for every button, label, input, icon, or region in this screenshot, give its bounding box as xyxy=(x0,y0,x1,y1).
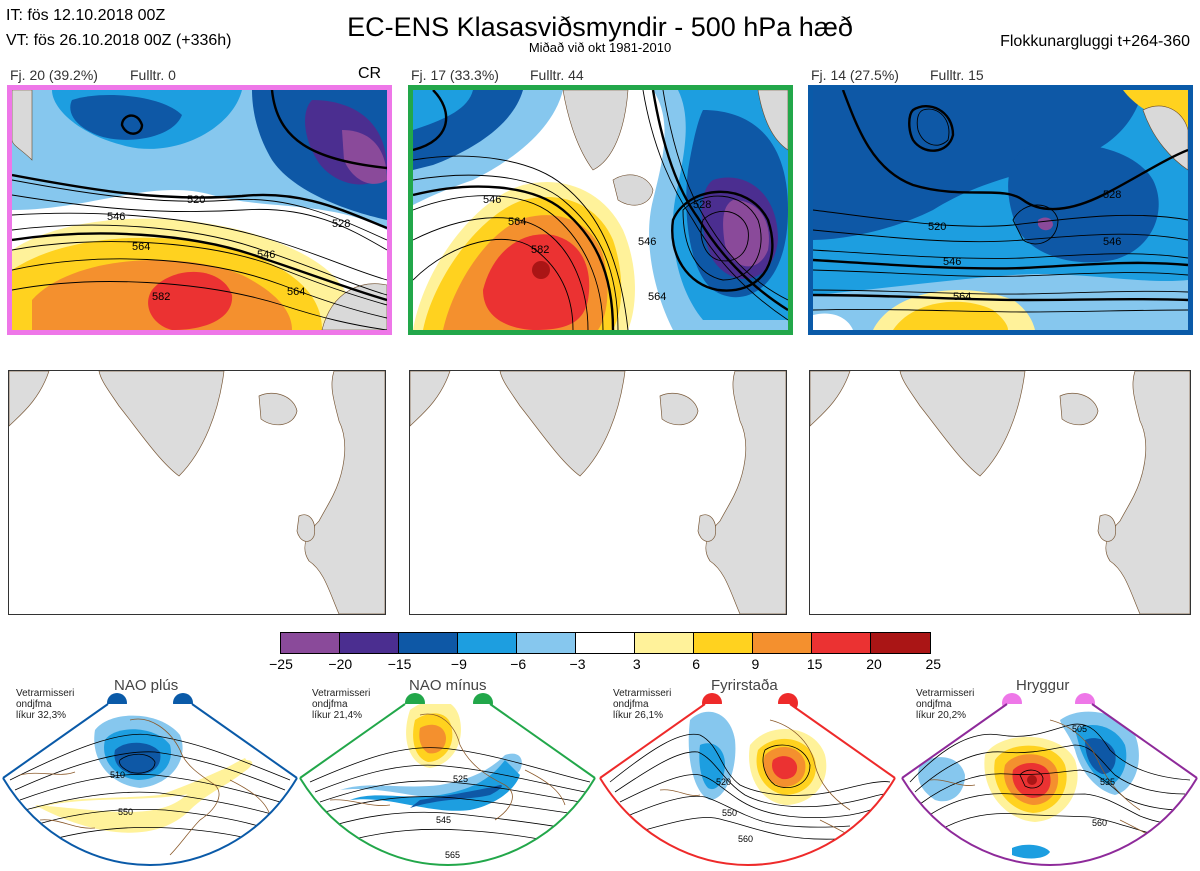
contour-label: 528 xyxy=(332,218,350,230)
cluster-1-count: Fulltr. 0 xyxy=(130,67,176,83)
contour-label: 564 xyxy=(648,291,666,303)
regime-4-title: Hryggur xyxy=(1016,677,1070,694)
contour-label: 535 xyxy=(1100,777,1115,787)
regime-2-note: Vetrarmisseri ondjfma líkur 21,4% xyxy=(312,688,371,721)
contour-label: 528 xyxy=(693,199,711,211)
valid-time: VT: fös 26.10.2018 00Z (+336h) xyxy=(6,32,232,49)
land-outline xyxy=(410,371,786,614)
contour-label: 520 xyxy=(187,194,205,206)
contour-label: 550 xyxy=(118,807,133,817)
regime-2-map: 525 545 565 xyxy=(299,703,596,867)
contour-label: 546 xyxy=(257,249,275,261)
contour-label: 564 xyxy=(132,241,150,253)
colorbar xyxy=(280,632,931,654)
contour-label: 560 xyxy=(1092,818,1107,828)
colorbar-swatch xyxy=(458,633,517,653)
contour-label: 546 xyxy=(638,236,656,248)
contour-label: 546 xyxy=(1103,236,1121,248)
regime-1-title: NAO plús xyxy=(114,677,179,694)
contour-label: 546 xyxy=(483,194,501,206)
regime-4-map: 505 535 560 xyxy=(901,703,1198,867)
empty-map-3 xyxy=(809,370,1191,615)
cluster-2-map-svg: 546 564 582 528 546 564 xyxy=(413,90,788,330)
regime-1-note: Vetrarmisseri ondjfma líkur 32,3% xyxy=(16,688,75,721)
contour-label: 564 xyxy=(287,286,305,298)
colorbar-tick-label: 9 xyxy=(751,656,760,672)
regime-3-title: Fyrirstaða xyxy=(711,677,778,694)
colorbar-tick-label: −6 xyxy=(510,656,527,672)
cluster-2-label: Fj. 17 (33.3%) xyxy=(411,67,499,83)
colorbar-tick-label: −25 xyxy=(269,656,293,672)
colorbar-tick-label: 3 xyxy=(632,656,641,672)
regime-maps: 510 550 xyxy=(2,703,1198,867)
colorbar-swatch xyxy=(517,633,576,653)
contour-label: 546 xyxy=(943,256,961,268)
contour-label: 582 xyxy=(152,291,170,303)
colorbar-tick-label: −9 xyxy=(450,656,467,672)
contour-label: 545 xyxy=(436,815,451,825)
cluster-3-map-svg: 528 520 546 546 564 xyxy=(813,90,1188,330)
colorbar-tick-label: 15 xyxy=(806,656,823,672)
classification-window: Flokkunargluggi t+264-360 xyxy=(1000,33,1190,50)
initial-time: IT: fös 12.10.2018 00Z xyxy=(6,7,166,24)
regime-3-map: 520 550 560 xyxy=(599,703,896,867)
regime-1-map: 510 550 xyxy=(2,703,298,867)
regime-4-note: Vetrarmisseri ondjfma líkur 20,2% xyxy=(916,688,975,721)
colorbar-swatch xyxy=(812,633,871,653)
cluster-3-count: Fulltr. 15 xyxy=(930,67,984,83)
cluster-2-map[interactable]: 546 564 582 528 546 564 xyxy=(408,85,793,335)
colorbar-swatch xyxy=(635,633,694,653)
contour-label: 582 xyxy=(531,244,549,256)
colorbar-tick-label: −20 xyxy=(328,656,353,672)
cluster-1-tag: CR xyxy=(358,65,382,82)
contour-label: 564 xyxy=(508,216,526,228)
contour-label: 520 xyxy=(928,221,946,233)
contour-label: 525 xyxy=(453,774,468,784)
contour-label: 546 xyxy=(107,211,125,223)
cluster-3-map[interactable]: 528 520 546 546 564 xyxy=(808,85,1193,335)
colorbar-swatch xyxy=(281,633,340,653)
colorbar-swatch xyxy=(340,633,399,653)
colorbar-tick-label: −3 xyxy=(569,656,586,672)
contour-label: 560 xyxy=(738,834,753,844)
regime-3-note: Vetrarmisseri ondjfma líkur 26,1% xyxy=(613,688,672,721)
page-title: EC-ENS Klasasviðsmyndir - 500 hPa hæð xyxy=(347,12,853,42)
colorbar-tick-label: 25 xyxy=(925,656,942,672)
contour-label: 565 xyxy=(445,850,460,860)
colorbar-tick-label: −15 xyxy=(387,656,412,672)
land-outline xyxy=(9,371,385,614)
colorbar-tick-label: 20 xyxy=(866,656,882,672)
empty-map-1 xyxy=(8,370,386,615)
colorbar-swatch xyxy=(399,633,458,653)
cluster-1-map[interactable]: 520 528 546 546 564 564 582 xyxy=(7,85,392,335)
colorbar-swatch xyxy=(694,633,753,653)
colorbar-swatch xyxy=(753,633,812,653)
land-outline xyxy=(810,371,1190,614)
cluster-2-count: Fulltr. 44 xyxy=(530,67,584,83)
cluster-3-label: Fj. 14 (27.5%) xyxy=(811,67,899,83)
contour-label: 505 xyxy=(1072,724,1087,734)
colorbar-tick-label: 6 xyxy=(692,656,700,672)
contour-label: 550 xyxy=(722,808,737,818)
cluster-1-label: Fj. 20 (39.2%) xyxy=(10,67,98,83)
contour-label: 528 xyxy=(1103,189,1121,201)
empty-map-2 xyxy=(409,370,787,615)
contour-label: 510 xyxy=(110,770,125,780)
contour-label: 564 xyxy=(953,291,971,303)
cluster-1-map-svg: 520 528 546 546 564 564 582 xyxy=(12,90,387,330)
page-subtitle: Miðað við okt 1981-2010 xyxy=(528,40,672,55)
colorbar-swatch xyxy=(871,633,930,653)
contour-label: 520 xyxy=(716,777,731,787)
colorbar-swatch xyxy=(576,633,635,653)
regime-2-title: NAO mínus xyxy=(409,677,487,694)
